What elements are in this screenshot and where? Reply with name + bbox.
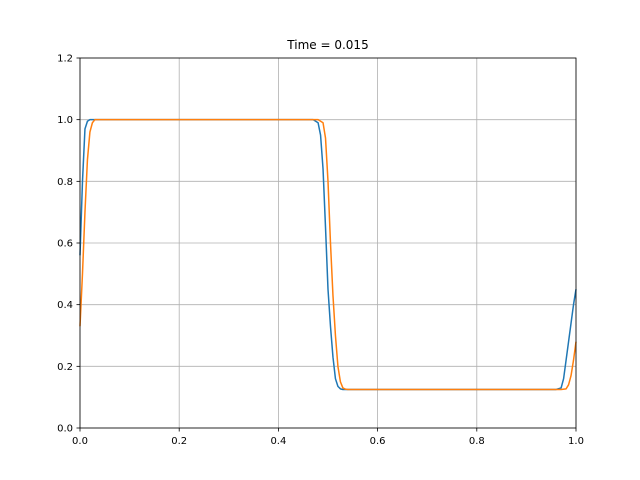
x-tick-label: 0.4 [270,436,286,447]
x-tick-label: 1.0 [568,436,584,447]
x-tick-label: 0.8 [469,436,485,447]
y-axis: 0.0 0.2 0.4 0.6 0.8 1.0 1.2 [57,54,80,435]
x-tick-label: 0.6 [370,436,386,447]
x-tick-label: 0.2 [171,436,187,447]
series-layer [79,118,577,391]
x-tick-label: 0.0 [72,436,88,447]
y-tick-label: 1.0 [57,115,73,126]
y-tick-label: 0.0 [57,424,73,435]
y-tick-label: 0.4 [57,300,73,311]
y-tick-label: 0.8 [57,177,73,188]
x-axis: 0.0 0.2 0.4 0.6 0.8 1.0 [72,428,584,447]
y-tick-label: 1.2 [57,54,73,65]
y-tick-label: 0.2 [57,362,73,373]
y-tick-label: 0.6 [57,239,73,250]
chart-title: Time = 0.015 [286,38,368,52]
series-line-2 [79,118,577,391]
